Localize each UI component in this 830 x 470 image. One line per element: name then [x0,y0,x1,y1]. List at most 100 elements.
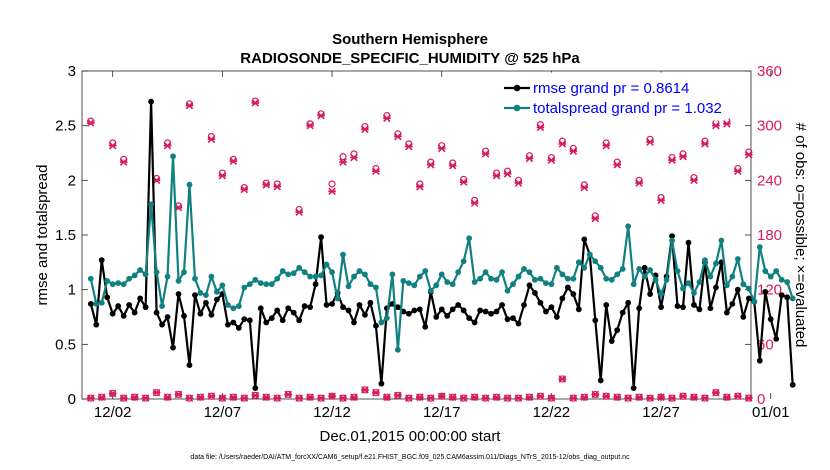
rmse-point [208,311,215,318]
spread-point [340,251,346,258]
spread-point [740,281,747,288]
rmse-point [312,281,319,288]
right-tick-label: 300 [757,118,782,135]
rmse-point [131,309,138,316]
obs-evaluated-marker [372,167,380,175]
obs-low-evaluated-marker [361,386,369,394]
spread-point [444,279,451,285]
obs-low-evaluated-marker [306,393,314,401]
rmse-point [499,302,505,308]
left-tick-label: 0 [68,391,76,408]
spread-point [224,302,231,308]
spread-point [510,281,516,288]
spread-point [367,281,374,288]
obs-evaluated-marker [448,161,457,170]
obs-evaluated-marker [350,153,358,162]
legend-rmse-marker [513,84,521,92]
obs-low-evaluated-marker [119,394,128,402]
spread-point [378,319,385,326]
obs-possible-marker [229,155,237,163]
rmse-point [137,295,144,302]
rmse-point [685,239,692,246]
rmse-point [252,385,259,391]
left-tick-label: 1 [68,282,76,299]
obs-evaluated-marker [470,199,479,207]
obs-possible-marker [240,184,248,192]
rmse-point [647,291,654,297]
obs-low-evaluated-marker [624,394,632,402]
obs-evaluated-marker [394,132,402,141]
rmse-point [126,302,133,308]
spread-point [115,280,122,287]
rmse-point [257,305,264,312]
legend-box [499,72,729,121]
rmse-point [197,310,204,317]
spread-point [756,244,763,250]
obs-possible-marker [185,100,194,108]
rmse-point [449,306,456,313]
spread-point [647,267,654,273]
obs-evaluated-marker [405,142,413,151]
left-tick-label: 1.5 [55,227,76,244]
obs-low-evaluated-marker [185,394,194,402]
rmse-point [603,302,610,308]
spread-point [718,237,725,244]
rmse-point [235,325,242,331]
spread-point [257,280,264,287]
obs-evaluated-marker [734,167,742,175]
rmse-point [153,309,160,316]
obs-evaluated-marker [646,138,654,146]
rmse-point [170,344,176,351]
spread-point [181,269,187,276]
obs-evaluated-marker [481,150,490,158]
x-tick-label: 12/02 [94,404,132,421]
rmse-point [416,306,423,313]
spread-point [433,282,440,289]
rmse-point [142,304,149,311]
rmse-point [543,308,549,315]
rmse-point [778,292,785,299]
spread-point [241,284,248,291]
x-tick-label: 01/01 [752,404,790,421]
obs-evaluated-marker [273,182,282,191]
spread-point [98,299,105,306]
rmse-point [614,327,621,334]
obs-evaluated-marker [426,161,435,169]
rmse-point [729,300,736,307]
obs-evaluated-marker [745,151,753,159]
spread-point [663,276,670,283]
obs-low-evaluated-marker [745,394,753,402]
obs-low-evaluated-marker [229,393,238,401]
chart-subtitle: RADIOSONDE_SPECIFIC_HUMIDITY @ 525 hPa [240,50,580,67]
right-tick-label: 360 [757,63,782,80]
rmse-point [438,306,445,313]
spread-point [713,260,719,267]
spread-point [603,275,610,282]
rmse-point [756,357,763,364]
obs-low-evaluated-marker [701,394,709,402]
spread-point [745,285,752,292]
spread-point [471,279,478,285]
obs-evaluated-marker [657,196,665,205]
rmse-point [345,307,352,314]
spread-point [636,265,643,272]
rmse-point [433,314,440,320]
obs-low-evaluated-marker [415,393,424,401]
rmse-point [241,316,248,323]
rmse-point [521,302,527,308]
obs-evaluated-marker [712,121,720,130]
rmse-point [723,309,730,316]
x-tick-label: 12/12 [313,404,351,421]
rmse-point [213,296,220,303]
rmse-point [93,321,100,328]
rmse-point [592,317,599,324]
rmse-point [734,286,741,293]
rmse-point [120,313,127,319]
spread-point [334,295,341,302]
rmse-point [691,302,697,308]
rmse-point [581,236,588,243]
spread-point [405,280,412,287]
obs-evaluated-marker [580,183,589,192]
right-tick-label: 180 [757,227,782,244]
rmse-point [367,299,374,306]
